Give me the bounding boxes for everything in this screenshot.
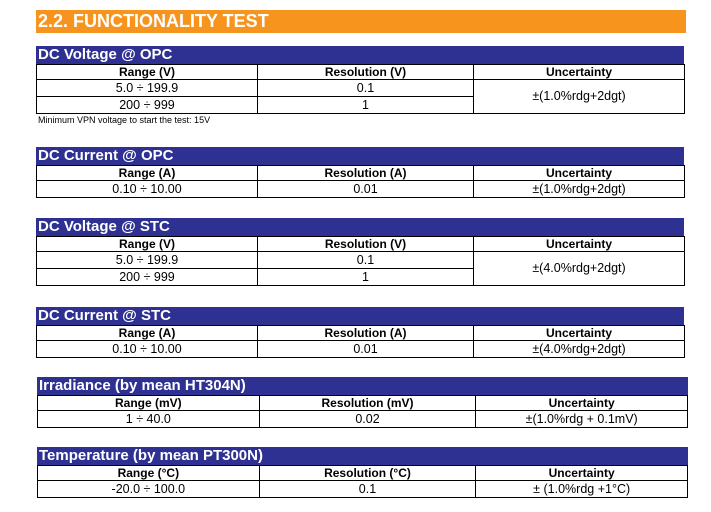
- footnote: Minimum VPN voltage to start the test: 1…: [38, 115, 211, 125]
- resolution-cell: 1: [257, 268, 474, 286]
- temperature-block: Temperature (by mean PT300N) Range (°C) …: [37, 447, 688, 498]
- dc-voltage-stc-block: DC Voltage @ STC Range (V) Resolution (V…: [36, 218, 685, 286]
- resolution-header: Resolution (°C): [258, 465, 477, 481]
- uncertainty-cell: ±(1.0%rdg+2dgt): [473, 79, 685, 114]
- resolution-header: Resolution (V): [257, 236, 474, 252]
- block-header: DC Current @ STC: [36, 307, 684, 325]
- spec-table: Range (A) Resolution (A) Uncertainty 0.1…: [36, 325, 685, 358]
- uncertainty-header: Uncertainty: [473, 325, 685, 341]
- resolution-cell: 0.01: [257, 180, 474, 198]
- irradiance-block: Irradiance (by mean HT304N) Range (mV) R…: [37, 377, 688, 428]
- uncertainty-cell: ±(1.0%rdg+2dgt): [473, 180, 685, 198]
- resolution-header: Resolution (A): [257, 325, 474, 341]
- spec-table: Range (A) Resolution (A) Uncertainty 0.1…: [36, 165, 685, 198]
- spec-table: Range (V) Resolution (V) Uncertainty 5.0…: [36, 236, 685, 286]
- resolution-cell: 0.1: [257, 79, 474, 97]
- range-header: Range (mV): [37, 395, 260, 411]
- uncertainty-header: Uncertainty: [475, 465, 688, 481]
- range-cell: 5.0 ÷ 199.9: [36, 79, 258, 97]
- uncertainty-header: Uncertainty: [473, 165, 685, 181]
- uncertainty-cell: ±(1.0%rdg + 0.1mV): [475, 410, 688, 428]
- range-header: Range (°C): [37, 465, 260, 481]
- uncertainty-header: Uncertainty: [475, 395, 688, 411]
- resolution-header: Resolution (mV): [258, 395, 477, 411]
- uncertainty-cell: ±(4.0%rdg+2dgt): [473, 340, 685, 358]
- block-header: Irradiance (by mean HT304N): [37, 377, 688, 395]
- range-cell: 200 ÷ 999: [36, 96, 258, 114]
- resolution-cell: 0.1: [257, 251, 474, 269]
- uncertainty-header: Uncertainty: [473, 64, 685, 80]
- resolution-cell: 0.01: [257, 340, 474, 358]
- resolution-header: Resolution (A): [257, 165, 474, 181]
- resolution-cell: 1: [257, 96, 474, 114]
- block-header: DC Current @ OPC: [36, 147, 684, 165]
- uncertainty-cell: ± (1.0%rdg +1°C): [475, 480, 688, 498]
- range-cell: 0.10 ÷ 10.00: [36, 340, 258, 358]
- range-header: Range (A): [36, 325, 258, 341]
- resolution-header: Resolution (V): [257, 64, 474, 80]
- range-header: Range (A): [36, 165, 258, 181]
- resolution-cell: 0.1: [258, 480, 477, 498]
- dc-current-opc-block: DC Current @ OPC Range (A) Resolution (A…: [36, 147, 685, 198]
- dc-voltage-opc-block: DC Voltage @ OPC Range (V) Resolution (V…: [36, 46, 685, 125]
- spec-table: Range (V) Resolution (V) Uncertainty 5.0…: [36, 64, 685, 114]
- block-header: DC Voltage @ OPC: [36, 46, 684, 64]
- range-cell: 5.0 ÷ 199.9: [36, 251, 258, 269]
- uncertainty-cell: ±(4.0%rdg+2dgt): [473, 251, 685, 286]
- range-header: Range (V): [36, 64, 258, 80]
- range-header: Range (V): [36, 236, 258, 252]
- range-cell: 200 ÷ 999: [36, 268, 258, 286]
- dc-current-stc-block: DC Current @ STC Range (A) Resolution (A…: [36, 307, 685, 358]
- resolution-cell: 0.02: [258, 410, 477, 428]
- range-cell: 0.10 ÷ 10.00: [36, 180, 258, 198]
- range-cell: -20.0 ÷ 100.0: [37, 480, 260, 498]
- section-title: 2.2. FUNCTIONALITY TEST: [36, 10, 686, 33]
- spec-table: Range (°C) Resolution (°C) Uncertainty -…: [37, 465, 688, 498]
- spec-table: Range (mV) Resolution (mV) Uncertainty 1…: [37, 395, 688, 428]
- range-cell: 1 ÷ 40.0: [37, 410, 260, 428]
- uncertainty-header: Uncertainty: [473, 236, 685, 252]
- block-header: DC Voltage @ STC: [36, 218, 684, 236]
- block-header: Temperature (by mean PT300N): [37, 447, 688, 465]
